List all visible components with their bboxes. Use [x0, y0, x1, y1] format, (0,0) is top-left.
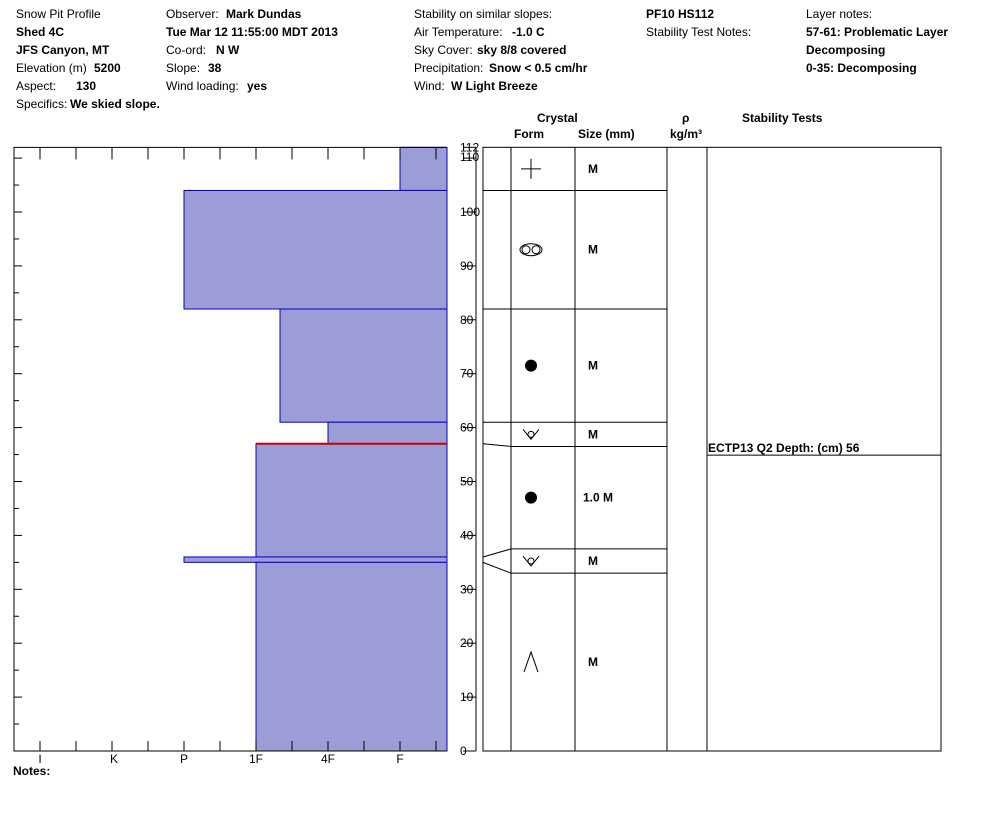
- precipitation-label: Precipitation:: [414, 61, 484, 75]
- density-unit-header: kg/m³: [670, 127, 703, 141]
- layer-note-1: 57-61: Problematic Layer: [806, 25, 949, 39]
- hardness-layer-bar: [183, 556, 448, 563]
- grain-row-line: [482, 443, 667, 447]
- hardness-layer-bar: [183, 189, 448, 310]
- surface-hoar-icon: [522, 429, 540, 441]
- aspect-label: Aspect:: [16, 79, 57, 93]
- grain-size-value: M: [588, 162, 598, 176]
- layer-notes-label: Layer notes:: [806, 7, 873, 21]
- sky-cover-value: sky 8/8 covered: [477, 43, 567, 57]
- aspect-value: 130: [76, 79, 97, 93]
- sky-cover-label: Sky Cover:: [414, 43, 473, 57]
- layer-note-3: 0-35: Decomposing: [806, 61, 917, 75]
- grain-size-value: 1.0 M: [583, 491, 613, 505]
- air-temp-label: Air Temperature:: [414, 25, 503, 39]
- stability-tests-header: Stability Tests: [742, 111, 823, 125]
- observer-value: Mark Dundas: [226, 7, 302, 21]
- surface-hoar-v: [522, 429, 540, 441]
- depth-axis-label: 90: [460, 259, 474, 273]
- grain-table-frame: [482, 146, 942, 752]
- new-snow-icon: [521, 158, 541, 179]
- slope-label: Slope:: [166, 61, 201, 75]
- rounded-grain-dot: [525, 491, 537, 504]
- depth-axis-label: 0: [460, 744, 467, 758]
- coord-value: N W: [216, 43, 240, 57]
- hardness-layer-bar: [327, 421, 448, 445]
- size-header: Size (mm): [578, 127, 635, 141]
- observation-datetime: Tue Mar 12 11:55:00 MDT 2013: [166, 25, 338, 39]
- decomposing-ring: [531, 245, 541, 255]
- depth-axis-label: 70: [460, 367, 474, 381]
- grain-row-line: [482, 548, 667, 558]
- depth-axis-label: 10: [460, 690, 474, 704]
- grain-row-line: [482, 561, 667, 574]
- coord-label: Co-ord:: [166, 43, 207, 57]
- decomposing-outline: [519, 243, 543, 257]
- elevation-value: 5200: [94, 61, 121, 75]
- decomposing-icon: [519, 243, 543, 257]
- density-symbol-header: ρ: [682, 111, 690, 125]
- stability-similar-label: Stability on similar slopes:: [414, 7, 553, 21]
- stability-test-result: ECTP13 Q2 Depth: (cm) 56: [708, 441, 860, 455]
- wind-value: W Light Breeze: [451, 79, 538, 93]
- depth-axis-label: 80: [460, 313, 474, 327]
- depth-hoar-icon: [523, 650, 539, 673]
- pit-id: PF10 HS112: [646, 7, 715, 21]
- surface-hoar-ring: [527, 430, 535, 438]
- air-temp-value: -1.0 C: [512, 25, 545, 39]
- crystal-header: Crystal: [537, 111, 578, 125]
- rounded-grain-icon: [525, 491, 537, 504]
- hardness-label: K: [110, 752, 118, 766]
- hardness-chart-frame: [13, 146, 447, 752]
- surface-hoar-v: [522, 555, 540, 567]
- hardness-label: I: [38, 752, 41, 766]
- depth-axis-label: 100: [460, 205, 480, 219]
- rounded-grain-dot: [525, 359, 537, 372]
- area-name: JFS Canyon, MT: [16, 43, 110, 57]
- hardness-layer-bar: [279, 308, 448, 423]
- depth-axis-label: 112: [460, 140, 479, 154]
- hardness-label: P: [180, 752, 188, 766]
- stability-test-notes-label: Stability Test Notes:: [646, 25, 752, 39]
- depth-axis-label: 20: [460, 636, 474, 650]
- rounded-grain-icon: [525, 359, 537, 372]
- depth-hoar-caret: [523, 650, 539, 673]
- depth-axis-label: 60: [460, 421, 474, 435]
- wind-loading-label: Wind loading:: [166, 79, 239, 93]
- depth-axis-label: 50: [460, 475, 474, 489]
- grain-size-value: M: [588, 243, 598, 257]
- depth-axis-label: 30: [460, 582, 474, 596]
- slope-value: 38: [208, 61, 222, 75]
- surface-hoar-ring: [527, 557, 535, 565]
- depth-axis-label: 40: [460, 528, 474, 542]
- hardness-label: 1F: [249, 752, 263, 766]
- specifics-label: Specifics:: [16, 97, 68, 111]
- hardness-layer-bar: [399, 146, 448, 191]
- grain-size-value: M: [588, 554, 598, 568]
- elevation-label: Elevation (m): [16, 61, 87, 75]
- decomposing-ring: [521, 245, 531, 255]
- notes-label: Notes:: [13, 764, 51, 778]
- profile-label: Snow Pit Profile: [16, 7, 101, 21]
- depth-axis-label: 110: [460, 150, 479, 164]
- grain-size-value: M: [588, 359, 598, 373]
- wind-loading-value: yes: [247, 79, 268, 93]
- surface-hoar-icon: [522, 555, 540, 567]
- hardness-layer-bar: [255, 443, 448, 558]
- hardness-label: F: [396, 752, 403, 766]
- grain-size-value: M: [588, 655, 598, 669]
- layer-note-2: Decomposing: [806, 43, 886, 57]
- hardness-label: 4F: [321, 752, 335, 766]
- grain-size-value: M: [588, 427, 598, 441]
- precipitation-value: Snow < 0.5 cm/hr: [489, 61, 588, 75]
- hardness-layer-bar: [255, 561, 448, 752]
- observer-label: Observer:: [166, 7, 219, 21]
- form-header: Form: [514, 127, 544, 141]
- specifics-value: We skied slope.: [70, 97, 160, 111]
- wind-label: Wind:: [414, 79, 445, 93]
- location-name: Shed 4C: [16, 25, 65, 39]
